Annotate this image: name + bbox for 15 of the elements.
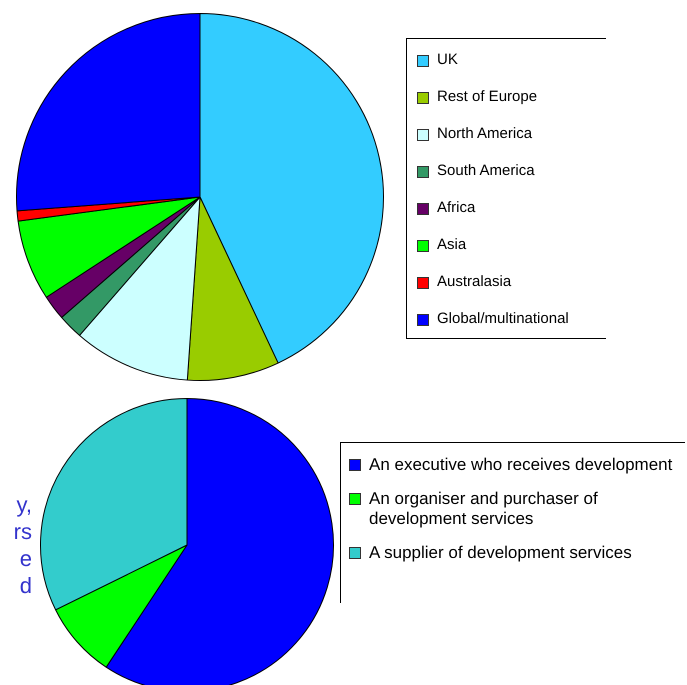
- text: e: [20, 546, 32, 572]
- text: y,: [16, 492, 32, 518]
- legend-label: Rest of Europe: [437, 88, 538, 105]
- text: rs: [14, 519, 32, 545]
- legend-label: An executive who receives development: [369, 455, 672, 475]
- legend-label: UK: [437, 51, 458, 68]
- legend-label: An organiser and purchaser of development services: [369, 489, 599, 529]
- legend-label: A supplier of development services: [369, 543, 632, 563]
- legend-label: Australasia: [437, 273, 512, 290]
- legend-label: Global/multinational: [437, 310, 569, 327]
- legend-label: Africa: [437, 199, 476, 216]
- legend-label: North America: [437, 125, 532, 142]
- text: d: [20, 573, 32, 599]
- legend-label: Asia: [437, 236, 466, 253]
- legend-label: South America: [437, 162, 535, 179]
